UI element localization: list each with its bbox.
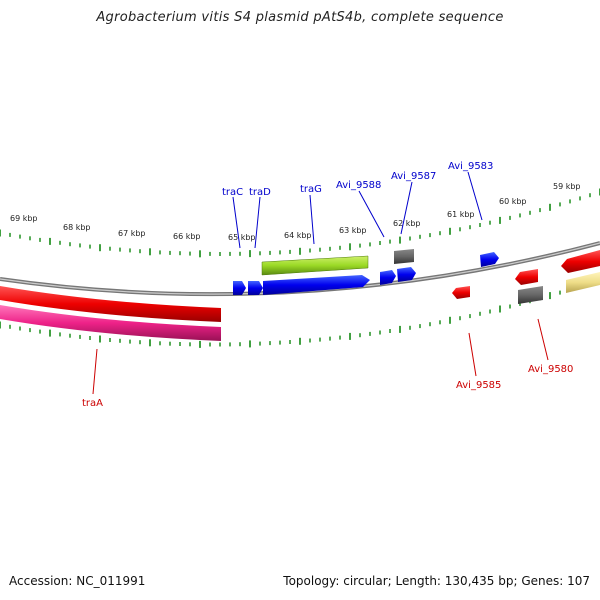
kbp-label-67: 67 kbp (118, 229, 146, 238)
gene-avi-9580-gray[interactable] (518, 286, 543, 304)
label-trad[interactable]: traD (249, 187, 271, 198)
gene-red-reverse-60k[interactable] (515, 269, 538, 285)
kbp-label-69: 69 kbp (10, 214, 38, 223)
forward-strand-genes (261, 249, 499, 276)
leader-avi-9583 (467, 171, 483, 221)
leader-avi-9585 (468, 332, 477, 377)
leader-trag (309, 194, 315, 245)
topology-summary: Topology: circular; Length: 130,435 bp; … (283, 574, 590, 588)
accession-text: Accession: NC_011991 (9, 574, 146, 588)
backbone-forward-genes (233, 267, 416, 295)
leader-trad (254, 196, 261, 249)
gene-avi-9583-arrow[interactable] (480, 252, 499, 267)
gene-yellow-reverse[interactable] (566, 272, 600, 293)
gene-trad-arrow[interactable] (248, 281, 263, 295)
map-title: Agrobacterium vitis S4 plasmid pAtS4b, c… (96, 10, 504, 25)
gene-avi-9587-arrow[interactable] (397, 267, 416, 282)
leader-avi-9580 (537, 318, 549, 361)
forward-gene-labels: traC traD traG Avi_9588 Avi_9587 Avi_958… (222, 161, 493, 198)
label-avi-9580[interactable]: Avi_9580 (528, 364, 573, 375)
leader-traa (92, 348, 98, 395)
label-avi-9587[interactable]: Avi_9587 (391, 171, 436, 182)
kbp-label-63: 63 kbp (339, 226, 367, 235)
reverse-label-leaders (92, 318, 549, 395)
gene-trac-arrow[interactable] (233, 281, 246, 295)
label-trag[interactable]: traG (300, 184, 322, 195)
gene-trag-arrow[interactable] (263, 275, 370, 295)
kbp-label-65: 65 kbp (228, 233, 256, 242)
label-avi-9588[interactable]: Avi_9588 (336, 180, 381, 191)
gene-pink-reverse[interactable] (0, 305, 221, 341)
forward-label-leaders (232, 171, 483, 249)
label-traa[interactable]: traA (82, 398, 103, 409)
gene-gray-62k[interactable] (394, 249, 414, 264)
gene-avi-9588-arrow[interactable] (380, 270, 396, 285)
kbp-label-66: 66 kbp (173, 232, 201, 241)
reverse-gene-labels: traA Avi_9585 Avi_9580 (82, 364, 573, 409)
reverse-strand-genes (0, 250, 600, 341)
leader-trac (232, 196, 241, 249)
kbp-label-59: 59 kbp (553, 182, 581, 191)
kbp-scale-labels: 69 kbp 68 kbp 67 kbp 66 kbp 65 kbp 64 kb… (10, 182, 581, 242)
kbp-label-68: 68 kbp (63, 223, 91, 232)
leader-avi-9587 (400, 181, 413, 235)
gene-red-reverse-59k[interactable] (561, 250, 600, 273)
kbp-label-61: 61 kbp (447, 210, 475, 219)
kbp-label-62: 62 kbp (393, 219, 421, 228)
kbp-label-64: 64 kbp (284, 231, 312, 240)
label-trac[interactable]: traC (222, 187, 243, 198)
gene-traa-bar[interactable] (0, 286, 221, 322)
label-avi-9583[interactable]: Avi_9583 (448, 161, 493, 172)
kbp-label-60: 60 kbp (499, 197, 527, 206)
leader-avi-9588 (358, 190, 385, 238)
outer-tick-arc (0, 188, 600, 258)
label-avi-9585[interactable]: Avi_9585 (456, 380, 501, 391)
gene-green-forward[interactable] (261, 255, 369, 276)
gene-avi-9585-arrow[interactable] (452, 286, 470, 299)
